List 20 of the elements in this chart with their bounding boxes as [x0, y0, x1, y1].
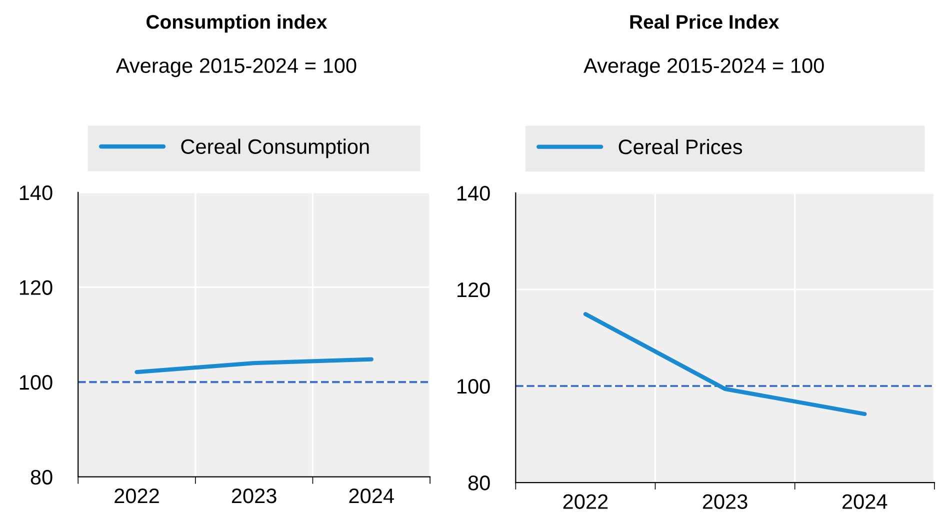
x-tick-label: 2024	[349, 488, 394, 504]
x-tick-label: 2024	[842, 494, 888, 509]
x-tick-label: 2023	[232, 488, 276, 504]
chart-subtitle: Average 2015-2024 = 100	[584, 58, 824, 78]
y-tick-label: 80	[468, 476, 490, 490]
x-tick-label: 2023	[702, 494, 748, 509]
y-tick-label: 80	[30, 470, 52, 485]
y-tick-label: 120	[20, 280, 52, 295]
y-tick-label: 100	[458, 379, 490, 394]
x-tick-label: 2022	[563, 494, 608, 509]
chart-subtitle: Average 2015-2024 = 100	[116, 58, 356, 78]
legend-label: Cereal Prices	[618, 138, 742, 154]
y-tick-label: 140	[458, 186, 490, 201]
y-tick-label: 120	[458, 282, 490, 298]
x-tick-label: 2022	[114, 488, 159, 504]
y-tick-label: 140	[20, 185, 52, 200]
legend-label: Cereal Consumption	[181, 138, 369, 158]
chart-title: Consumption index	[146, 14, 328, 33]
chart-title: Real Price Index	[630, 14, 780, 29]
y-tick-label: 100	[20, 375, 52, 390]
